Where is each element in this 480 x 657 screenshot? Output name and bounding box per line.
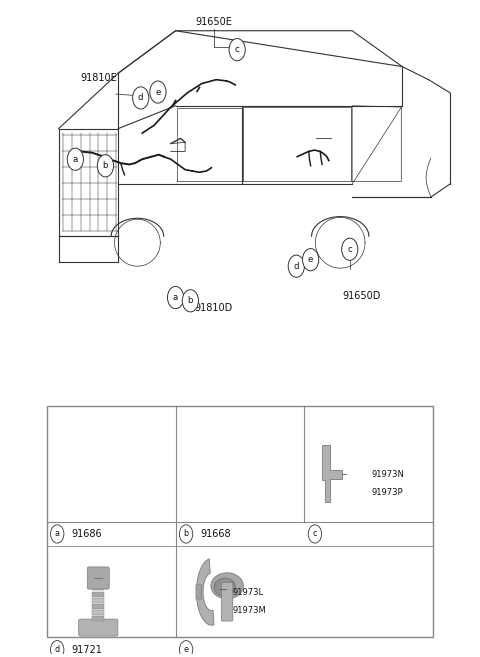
Circle shape (342, 238, 358, 260)
Circle shape (288, 255, 304, 277)
Polygon shape (322, 445, 342, 502)
Text: 91973N: 91973N (372, 470, 404, 479)
Circle shape (50, 641, 64, 657)
FancyBboxPatch shape (196, 585, 202, 599)
FancyBboxPatch shape (92, 598, 105, 602)
Text: b: b (188, 296, 193, 306)
FancyBboxPatch shape (92, 610, 105, 615)
Circle shape (308, 525, 322, 543)
FancyBboxPatch shape (221, 583, 233, 621)
Text: d: d (55, 645, 60, 654)
Ellipse shape (214, 578, 236, 597)
Text: 91650E: 91650E (195, 18, 232, 28)
Circle shape (150, 81, 166, 103)
Text: a: a (73, 155, 78, 164)
Circle shape (97, 154, 114, 177)
Text: e: e (308, 255, 313, 264)
FancyBboxPatch shape (92, 586, 105, 591)
Circle shape (50, 525, 64, 543)
Text: e: e (183, 645, 189, 654)
Circle shape (229, 39, 245, 60)
FancyBboxPatch shape (92, 616, 105, 621)
FancyBboxPatch shape (92, 604, 105, 609)
Text: 91973P: 91973P (372, 488, 403, 497)
Text: 91810D: 91810D (195, 303, 233, 313)
Circle shape (168, 286, 184, 309)
Text: 91668: 91668 (200, 529, 231, 539)
Text: 91650D: 91650D (343, 291, 381, 301)
Polygon shape (196, 559, 214, 625)
Text: c: c (348, 245, 352, 254)
Text: b: b (103, 161, 108, 170)
Text: 91973M: 91973M (232, 606, 266, 616)
Circle shape (67, 148, 84, 170)
Text: 91973L: 91973L (232, 588, 264, 597)
Ellipse shape (211, 573, 243, 599)
FancyBboxPatch shape (87, 567, 109, 589)
Text: c: c (235, 45, 240, 54)
Text: d: d (138, 93, 144, 102)
FancyBboxPatch shape (79, 619, 118, 636)
Text: 91721: 91721 (72, 645, 102, 655)
Text: c: c (312, 530, 317, 539)
Circle shape (302, 248, 319, 271)
Text: 91686: 91686 (72, 529, 102, 539)
Text: 91810E: 91810E (81, 73, 118, 83)
Text: e: e (155, 87, 161, 97)
Text: a: a (173, 293, 178, 302)
Circle shape (180, 525, 193, 543)
Text: a: a (55, 530, 60, 539)
Text: b: b (183, 530, 189, 539)
FancyBboxPatch shape (92, 592, 105, 597)
Circle shape (182, 290, 199, 312)
Text: d: d (294, 261, 299, 271)
Circle shape (132, 87, 149, 109)
Circle shape (180, 641, 193, 657)
